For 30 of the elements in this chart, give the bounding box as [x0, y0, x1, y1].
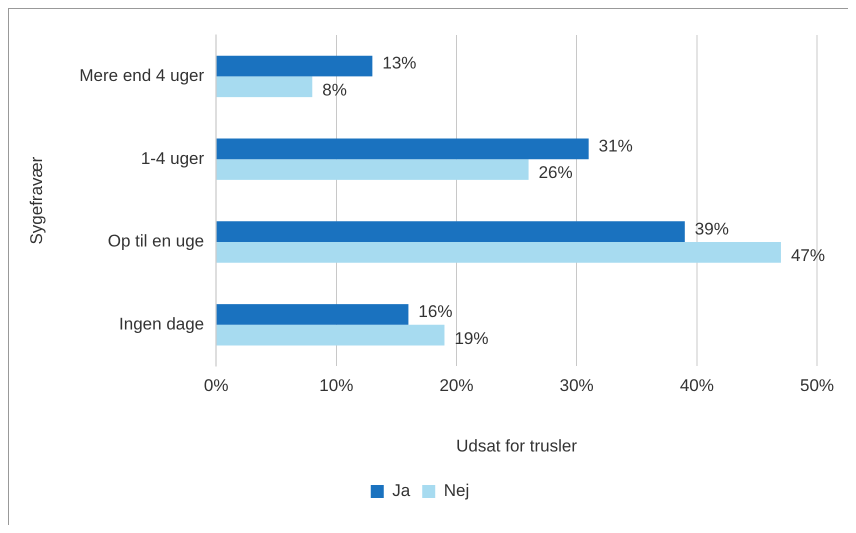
data-label: 26% — [538, 163, 573, 182]
x-tick-label: 50% — [800, 376, 834, 396]
legend-label: Ja — [392, 481, 411, 500]
x-tick-label: 40% — [680, 376, 714, 396]
y-tick-label: Ingen dage — [119, 314, 204, 334]
data-label: 16% — [418, 302, 452, 322]
data-label: 31% — [598, 136, 633, 156]
bar — [216, 138, 589, 160]
data-label: 39% — [694, 219, 729, 238]
x-axis-title: Udsat for trusler — [456, 436, 578, 456]
legend-label: Nej — [444, 481, 470, 500]
x-tick-label: 30% — [560, 376, 594, 396]
x-tick-label: 0% — [204, 376, 228, 396]
data-label: 13% — [382, 54, 416, 73]
y-tick-label: 1-4 uger — [140, 148, 204, 168]
x-tick-label: 20% — [439, 376, 474, 396]
bar — [216, 221, 685, 242]
x-tick-label: 10% — [319, 376, 354, 396]
bar — [216, 324, 444, 346]
bar — [216, 159, 529, 180]
bar — [216, 242, 781, 263]
y-tick-label: Mere end 4 uger — [79, 66, 204, 86]
y-axis-title: Sygefravær — [26, 156, 46, 245]
data-label: 47% — [790, 246, 825, 266]
bar — [216, 76, 312, 98]
bar — [216, 304, 408, 325]
data-label: 19% — [454, 328, 488, 348]
bar — [216, 56, 372, 76]
data-label: 8% — [322, 80, 347, 100]
y-tick-label: Op til en uge — [108, 232, 204, 251]
